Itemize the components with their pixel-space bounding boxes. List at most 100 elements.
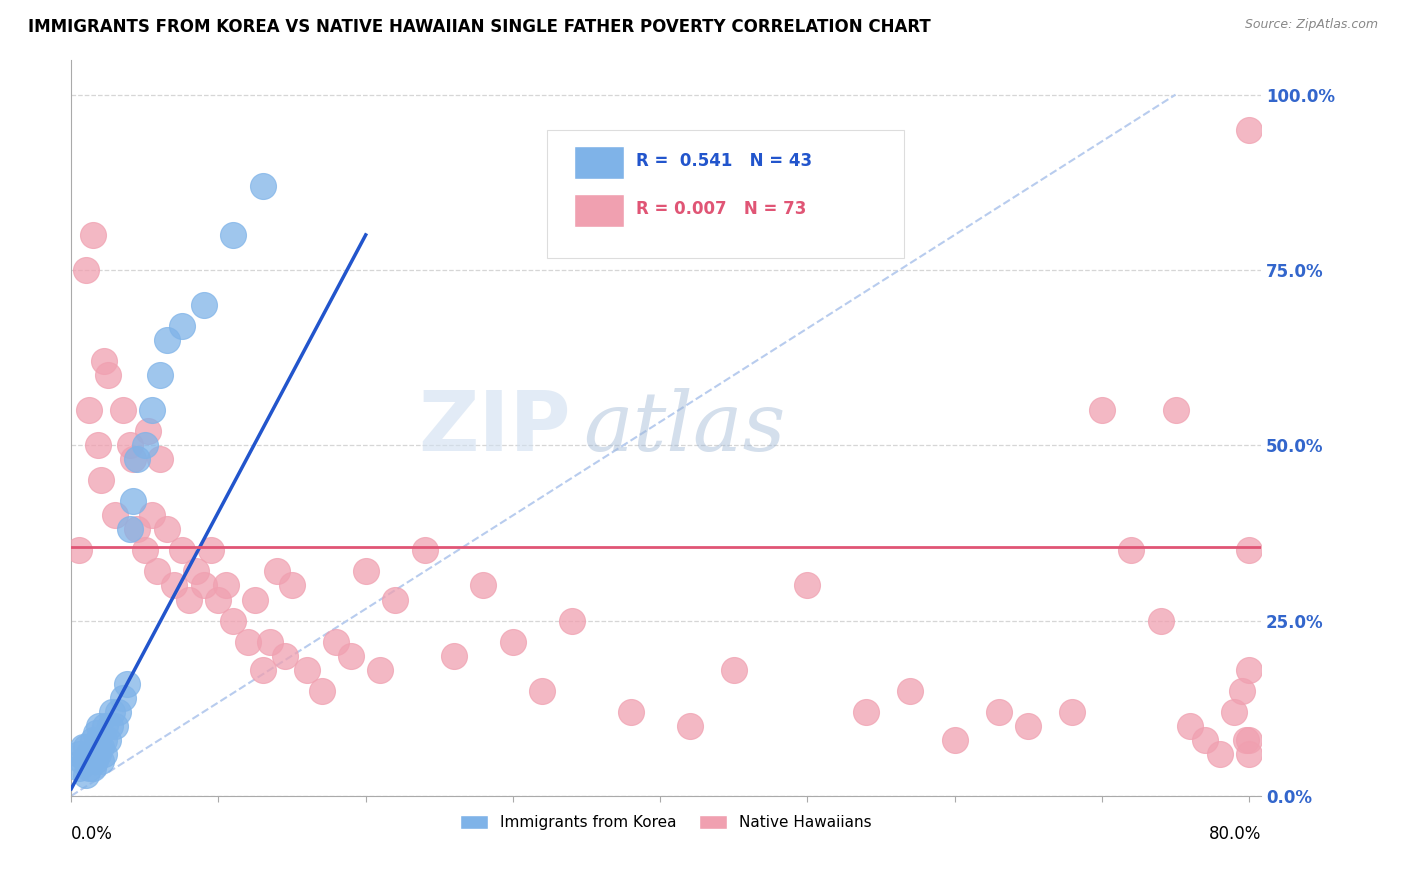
Point [83, 754, 105, 768]
Point [1237, 122, 1260, 136]
Point [281, 578, 304, 592]
Point [82, 732, 104, 747]
Point [170, 543, 193, 558]
Point [855, 705, 877, 719]
Text: Source: ZipAtlas.com: Source: ZipAtlas.com [1244, 18, 1378, 31]
Point [295, 663, 318, 677]
Point [252, 178, 274, 193]
Point [259, 634, 281, 648]
Text: 0.0%: 0.0% [72, 825, 112, 843]
Point [354, 565, 377, 579]
Point [1237, 543, 1260, 558]
Point [200, 543, 222, 558]
Point [370, 663, 392, 677]
Point [340, 648, 363, 663]
Point [222, 614, 245, 628]
Point [413, 543, 436, 558]
Point [77, 747, 100, 761]
Point [274, 648, 297, 663]
Point [163, 578, 186, 592]
Point [723, 663, 745, 677]
Point [111, 690, 134, 705]
Point [80, 747, 103, 761]
Point [82, 227, 104, 242]
Point [266, 565, 288, 579]
Point [90, 739, 112, 754]
Point [943, 732, 966, 747]
Point [1164, 403, 1187, 417]
Point [1180, 719, 1202, 733]
Point [1234, 732, 1257, 747]
Point [84, 725, 107, 739]
Point [502, 634, 524, 648]
Point [127, 522, 149, 536]
Point [207, 592, 229, 607]
Point [141, 508, 163, 523]
Point [82, 761, 104, 775]
Point [75, 263, 97, 277]
Point [107, 705, 129, 719]
Point [384, 592, 406, 607]
Point [531, 683, 554, 698]
Point [87, 747, 110, 761]
Point [1208, 747, 1230, 761]
Point [177, 592, 200, 607]
Point [156, 522, 179, 536]
Point [122, 452, 145, 467]
Point [561, 614, 583, 628]
Point [84, 739, 107, 754]
Point [97, 368, 120, 383]
Point [156, 333, 179, 347]
Point [75, 739, 97, 754]
Point [120, 438, 142, 452]
Point [1194, 732, 1216, 747]
Point [678, 719, 700, 733]
Point [1223, 705, 1246, 719]
Point [134, 543, 156, 558]
Point [93, 354, 115, 368]
Point [149, 368, 172, 383]
Point [120, 522, 142, 536]
Point [104, 508, 127, 523]
Point [82, 747, 104, 761]
Point [215, 578, 238, 592]
Point [77, 403, 100, 417]
Point [1121, 543, 1143, 558]
Legend: Immigrants from Korea, Native Hawaiians: Immigrants from Korea, Native Hawaiians [454, 809, 877, 836]
Point [90, 473, 112, 487]
Point [145, 565, 167, 579]
Point [90, 754, 112, 768]
Point [67, 543, 90, 558]
FancyBboxPatch shape [575, 194, 624, 227]
Point [222, 227, 245, 242]
Point [67, 747, 90, 761]
Point [311, 683, 333, 698]
Point [620, 705, 643, 719]
Text: ZIP: ZIP [419, 387, 571, 468]
Point [236, 634, 259, 648]
Point [89, 719, 111, 733]
Point [245, 592, 267, 607]
Text: R =  0.541   N = 43: R = 0.541 N = 43 [637, 153, 813, 170]
Point [325, 634, 347, 648]
Point [101, 705, 124, 719]
Point [97, 732, 120, 747]
Point [472, 578, 495, 592]
Text: 80.0%: 80.0% [1209, 825, 1261, 843]
Text: R = 0.007   N = 73: R = 0.007 N = 73 [637, 200, 807, 218]
Point [87, 438, 110, 452]
Point [170, 319, 193, 334]
Point [72, 739, 94, 754]
FancyBboxPatch shape [575, 146, 624, 179]
Point [111, 403, 134, 417]
Point [75, 768, 97, 782]
Point [900, 683, 922, 698]
Point [115, 676, 138, 690]
Point [79, 754, 101, 768]
Point [141, 403, 163, 417]
Point [149, 452, 172, 467]
Point [70, 754, 93, 768]
Point [1017, 719, 1039, 733]
Point [93, 732, 115, 747]
Point [1237, 747, 1260, 761]
